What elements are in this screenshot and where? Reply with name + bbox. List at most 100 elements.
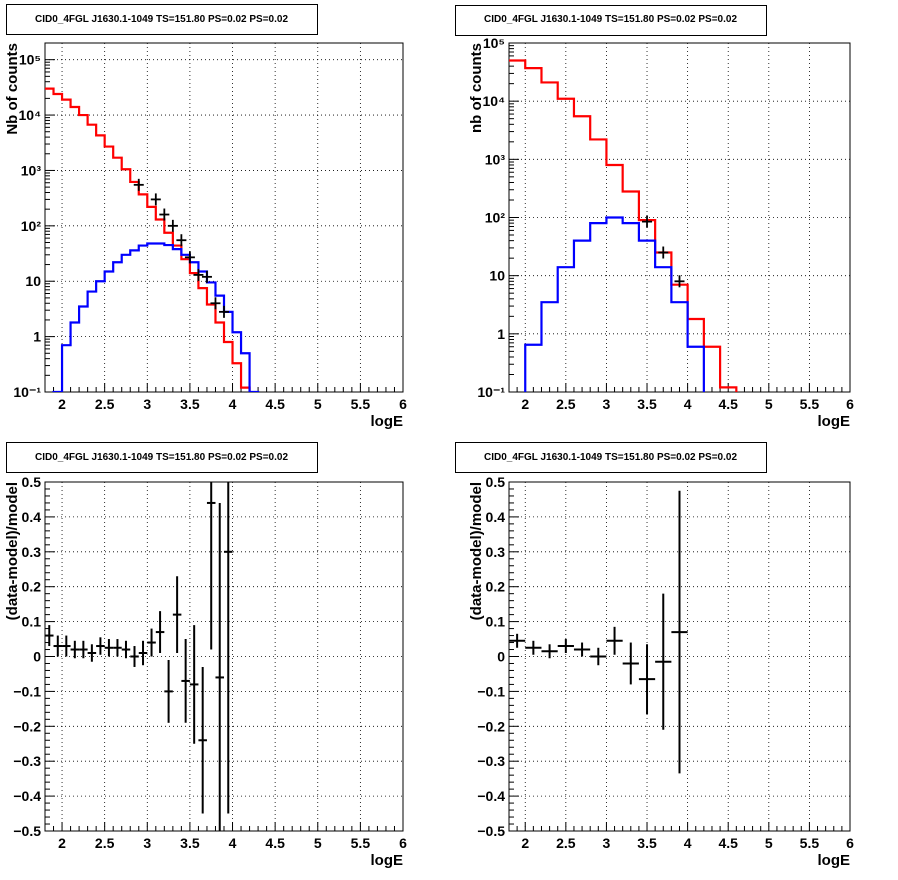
residuals-chart: CID0_4FGL J1630.1-1049 TS=151.80 PS=0.02… <box>455 442 854 869</box>
y-tick-label: 10² <box>21 218 42 234</box>
y-tick-label: 0.5 <box>486 474 506 490</box>
y-tick-label: −0.1 <box>13 683 41 699</box>
residual-point <box>62 635 71 657</box>
x-tick-label: 4.5 <box>718 396 738 412</box>
residual-point <box>104 639 114 657</box>
y-tick-label: 0.4 <box>22 509 42 525</box>
y-tick-label: 0.3 <box>486 544 506 560</box>
x-tick-label: 2.5 <box>556 396 576 412</box>
y-tick-label: 0.1 <box>486 614 506 630</box>
y-tick-label: 10⁴ <box>19 107 42 123</box>
x-tick-label: 5 <box>765 835 773 851</box>
residual-point <box>87 644 97 662</box>
y-tick-label: −0.2 <box>477 718 505 734</box>
residual-point <box>224 482 233 814</box>
chart-title: CID0_4FGL J1630.1-1049 TS=151.80 PS=0.02… <box>484 452 737 463</box>
x-tick-label: 5.5 <box>800 396 820 412</box>
x-tick-label: 2.5 <box>95 396 115 412</box>
x-tick-label: 3.5 <box>180 835 200 851</box>
y-tick-label: 10 <box>489 268 505 284</box>
plot-area <box>45 87 260 392</box>
y-tick-label: 0.2 <box>22 579 42 595</box>
residual-point <box>541 644 558 659</box>
residual-point <box>147 628 156 657</box>
plot-frame <box>508 481 851 832</box>
plot-frame <box>44 42 404 393</box>
residual-point <box>590 647 607 666</box>
plot-frame <box>44 481 404 832</box>
plot-frame <box>508 42 851 393</box>
y-tick-label: 10² <box>485 210 506 226</box>
y-axis-title: Nb of counts <box>4 43 21 135</box>
data-point <box>193 268 204 281</box>
residual-point <box>70 640 80 659</box>
y-tick-label: 10⁻¹ <box>477 384 505 400</box>
y-tick-label: −0.3 <box>13 753 41 769</box>
residual-point <box>655 593 672 730</box>
data-point <box>642 215 653 228</box>
x-tick-label: 3 <box>143 396 151 412</box>
y-tick-label: 10⁻¹ <box>13 384 41 400</box>
y-tick-label: −0.4 <box>477 788 505 804</box>
x-tick-label: 3 <box>143 835 151 851</box>
residual-point <box>45 625 54 647</box>
y-tick-label: 10³ <box>485 151 506 167</box>
x-tick-label: 3.5 <box>637 396 657 412</box>
residual-point <box>79 640 88 659</box>
residual-point <box>573 642 591 657</box>
source-histogram-line <box>524 216 705 392</box>
data-point <box>674 275 685 288</box>
x-tick-label: 4.5 <box>265 396 285 412</box>
y-tick-label: 0.5 <box>22 474 42 490</box>
x-tick-label: 4 <box>684 835 692 851</box>
model-histogram-line <box>509 59 738 392</box>
x-tick-label: 6 <box>846 835 854 851</box>
y-tick-label: −0.5 <box>477 823 505 839</box>
y-tick-label: 0.4 <box>486 509 506 525</box>
y-tick-label: 0 <box>33 649 41 665</box>
panel-counts-right: CID0_4FGL J1630.1-1049 TS=151.80 PS=0.02… <box>449 0 898 437</box>
residual-point <box>130 646 139 667</box>
residual-point <box>206 482 216 650</box>
data-point <box>658 246 669 259</box>
y-tick-label: 0 <box>497 649 505 665</box>
residual-point <box>525 640 542 655</box>
x-tick-label: 2.5 <box>556 835 576 851</box>
x-tick-label: 2 <box>58 396 66 412</box>
counts-histogram-chart: CID0_4FGL J1630.1-1049 TS=151.80 PS=0.02… <box>4 4 407 430</box>
panel-residuals-left: CID0_4FGL J1630.1-1049 TS=151.80 PS=0.02… <box>0 437 449 875</box>
residual-point <box>671 490 688 774</box>
data-point <box>176 234 187 247</box>
x-tick-label: 5.5 <box>351 396 371 412</box>
x-tick-label: 5 <box>314 835 322 851</box>
x-axis-title: logE <box>818 413 851 430</box>
data-point <box>167 219 178 232</box>
residual-point <box>557 639 574 654</box>
residuals-chart: CID0_4FGL J1630.1-1049 TS=151.80 PS=0.02… <box>4 442 407 869</box>
x-tick-label: 4.5 <box>265 835 285 851</box>
x-tick-label: 4 <box>229 396 237 412</box>
x-axis-title: logE <box>371 852 404 869</box>
data-point <box>210 297 221 310</box>
residual-point <box>509 633 526 648</box>
x-tick-label: 2 <box>521 396 529 412</box>
residual-point <box>638 644 656 715</box>
y-tick-label: 0.2 <box>486 579 506 595</box>
x-tick-label: 2 <box>521 835 529 851</box>
x-axis-title: logE <box>818 852 851 869</box>
y-tick-label: 10⁴ <box>483 93 506 109</box>
plot-area <box>509 490 688 774</box>
y-axis-title: nb of counts <box>468 43 485 133</box>
x-tick-label: 5.5 <box>800 835 820 851</box>
y-tick-label: 0.1 <box>22 614 42 630</box>
residual-point <box>155 611 165 654</box>
chart-title: CID0_4FGL J1630.1-1049 TS=151.80 PS=0.02… <box>35 14 288 25</box>
chart-title: CID0_4FGL J1630.1-1049 TS=151.80 PS=0.02… <box>484 14 737 25</box>
data-point <box>201 270 212 283</box>
panel-residuals-right: CID0_4FGL J1630.1-1049 TS=151.80 PS=0.02… <box>449 437 898 875</box>
data-point <box>150 193 161 206</box>
x-tick-label: 5.5 <box>351 835 371 851</box>
residual-point <box>113 639 122 657</box>
residual-point <box>96 637 105 655</box>
plot-area <box>45 482 233 831</box>
